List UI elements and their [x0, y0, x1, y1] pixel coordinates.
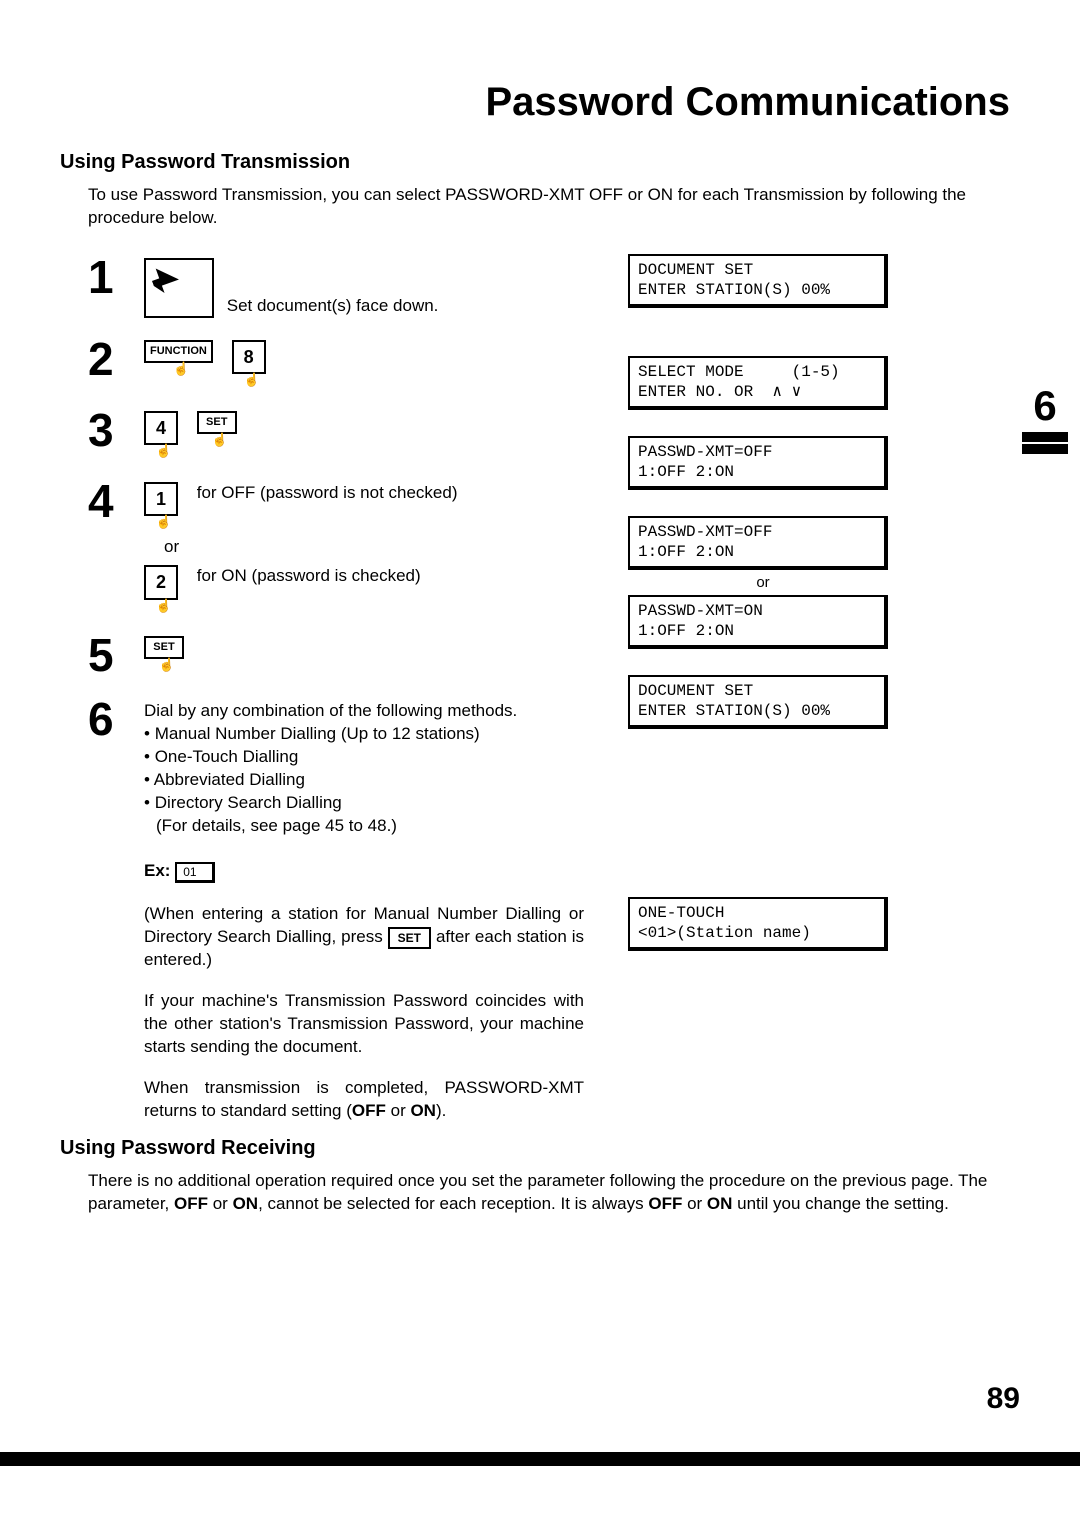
key-4: 4 — [144, 411, 178, 445]
step6-para2: If your machine's Transmission Password … — [144, 990, 584, 1059]
tab-number: 6 — [1022, 382, 1068, 430]
step6-line2: (For details, see page 45 to 48.) — [156, 815, 584, 838]
on-bold: ON — [233, 1194, 259, 1213]
step-4: 4 1 ☝ for OFF (password is not checked) … — [88, 478, 1020, 615]
step-number: 4 — [88, 478, 144, 524]
step6-para3b: ). — [436, 1101, 446, 1120]
step-2: 2 FUNCTION ☝ 8 ☝ — [88, 336, 1020, 389]
s2-c: until you change the setting. — [732, 1194, 948, 1213]
step-3: 3 4 ☝ SET ☝ — [88, 407, 1020, 460]
step4-or: or — [164, 536, 1020, 559]
step4-off-text: for OFF (password is not checked) — [197, 483, 458, 502]
tab-bar-icon — [1022, 444, 1068, 454]
step4-on-text: for ON (password is checked) — [197, 566, 421, 585]
step-5: 5 SET ☝ — [88, 632, 1020, 678]
press-icon: ☝ — [243, 371, 259, 389]
ex-key-01: 01 — [175, 862, 215, 883]
intro-text: To use Password Transmission, you can se… — [88, 184, 1020, 230]
footer-bar — [0, 1452, 1080, 1466]
page-number: 89 — [987, 1382, 1020, 1416]
press-icon: ☝ — [173, 360, 189, 378]
press-icon: ☝ — [156, 597, 172, 615]
bullet-item: Abbreviated Dialling — [144, 769, 584, 792]
set-key-inline: SET — [388, 927, 431, 949]
step6-para3-or: or — [386, 1101, 411, 1120]
off-bold: OFF — [174, 1194, 208, 1213]
key-8: 8 — [232, 340, 266, 374]
section2-para: There is no additional operation require… — [88, 1170, 988, 1216]
step-number: 1 — [88, 254, 144, 300]
document-face-down-icon — [144, 258, 214, 318]
step-number: 2 — [88, 336, 144, 382]
section-title-transmission: Using Password Transmission — [60, 151, 1020, 174]
section-title-receiving: Using Password Receiving — [60, 1137, 1020, 1160]
step-number: 6 — [88, 696, 144, 742]
bullet-item: Manual Number Dialling (Up to 12 station… — [144, 723, 584, 746]
step-6: 6 Dial by any combination of the followi… — [88, 696, 1020, 1123]
bullet-item: One-Touch Dialling — [144, 746, 584, 769]
step-number: 3 — [88, 407, 144, 453]
chapter-tab-marker: 6 — [1022, 382, 1068, 456]
press-icon: ☝ — [156, 442, 172, 460]
off-bold: OFF — [648, 1194, 682, 1213]
press-icon: ☝ — [156, 513, 172, 531]
on-bold: ON — [707, 1194, 733, 1213]
off-bold: OFF — [352, 1101, 386, 1120]
step-1: 1 Set document(s) face down. — [88, 254, 1020, 318]
s2-b: , cannot be selected for each reception.… — [258, 1194, 648, 1213]
step6-line1: Dial by any combination of the following… — [144, 700, 584, 723]
s2-or: or — [208, 1194, 233, 1213]
bullet-item: Directory Search Dialling — [144, 792, 584, 815]
key-1: 1 — [144, 482, 178, 516]
step6-bullets: Manual Number Dialling (Up to 12 station… — [144, 723, 584, 815]
steps-container: DOCUMENT SET ENTER STATION(S) 00% SELECT… — [88, 254, 1020, 1123]
chapter-title: Password Communications — [70, 80, 1020, 125]
s2-or2: or — [682, 1194, 707, 1213]
tab-bar-icon — [1022, 432, 1068, 442]
ex-label: Ex: — [144, 861, 170, 880]
on-bold: ON — [410, 1101, 436, 1120]
step-number: 5 — [88, 632, 144, 678]
press-icon: ☝ — [212, 431, 228, 449]
step1-text: Set document(s) face down. — [227, 296, 439, 315]
key-2: 2 — [144, 565, 178, 599]
press-icon: ☝ — [159, 656, 175, 674]
